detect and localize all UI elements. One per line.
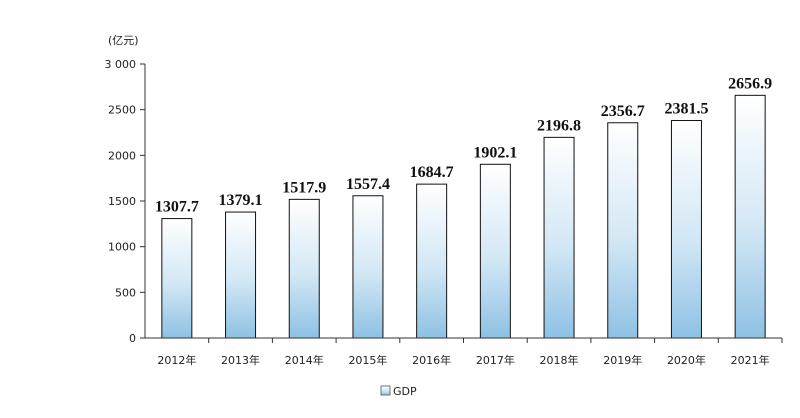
y-tick-label: 3 000 (105, 58, 137, 71)
data-label: 2356.7 (601, 103, 645, 120)
data-label: 2196.8 (537, 117, 581, 134)
data-label: 2656.9 (728, 75, 772, 92)
x-tick-label: 2013年 (221, 353, 260, 367)
y-tick-label: 1500 (108, 195, 136, 208)
x-tick-label: 2014年 (285, 353, 324, 367)
y-tick-label: 2500 (108, 104, 136, 117)
x-tick-label: 2020年 (667, 353, 706, 367)
y-tick-label: 1000 (108, 241, 136, 254)
legend-label: GDP (393, 385, 417, 398)
bar (670, 119, 702, 339)
data-label: 1307.7 (155, 199, 199, 216)
x-tick-label: 2016年 (412, 353, 451, 367)
x-axis: 2012年 2013年 2014年 2015年 2016年 2017年 2018年 2019年… (145, 337, 783, 367)
bar (416, 183, 448, 339)
legend: GDP (380, 385, 417, 398)
bar (225, 211, 257, 339)
data-label: 2381.5 (664, 100, 708, 117)
bar (543, 136, 575, 339)
y-axis: 0 500 1000 1500 2000 2500 3 000 (105, 58, 146, 345)
data-label: 1684.7 (410, 164, 454, 181)
data-label: 1517.9 (282, 179, 326, 196)
y-tick-label: 500 (115, 286, 136, 299)
x-tick-label: 2021年 (731, 353, 770, 367)
y-tick-label: 2000 (108, 149, 136, 162)
x-tick-label: 2018年 (540, 353, 579, 367)
x-tick-label: 2019年 (603, 353, 642, 367)
bar (352, 195, 384, 339)
bar (288, 198, 320, 339)
bar (734, 94, 766, 339)
x-tick-label: 2012年 (157, 353, 196, 367)
unit-label: (亿元) (108, 34, 139, 47)
x-tick-label: 2015年 (348, 353, 387, 367)
y-tick-label: 0 (129, 332, 136, 345)
x-tick-label: 2017年 (476, 353, 515, 367)
data-label: 1902.1 (473, 144, 517, 161)
bar (161, 218, 193, 339)
bar (479, 163, 511, 339)
legend-swatch (380, 385, 391, 396)
data-label: 1379.1 (219, 192, 263, 209)
data-label: 1557.4 (346, 176, 390, 193)
bars: 1307.7 1379.1 1517.9 1557.4 1684.7 1902.1 2196… (155, 75, 772, 339)
bar (607, 122, 639, 339)
